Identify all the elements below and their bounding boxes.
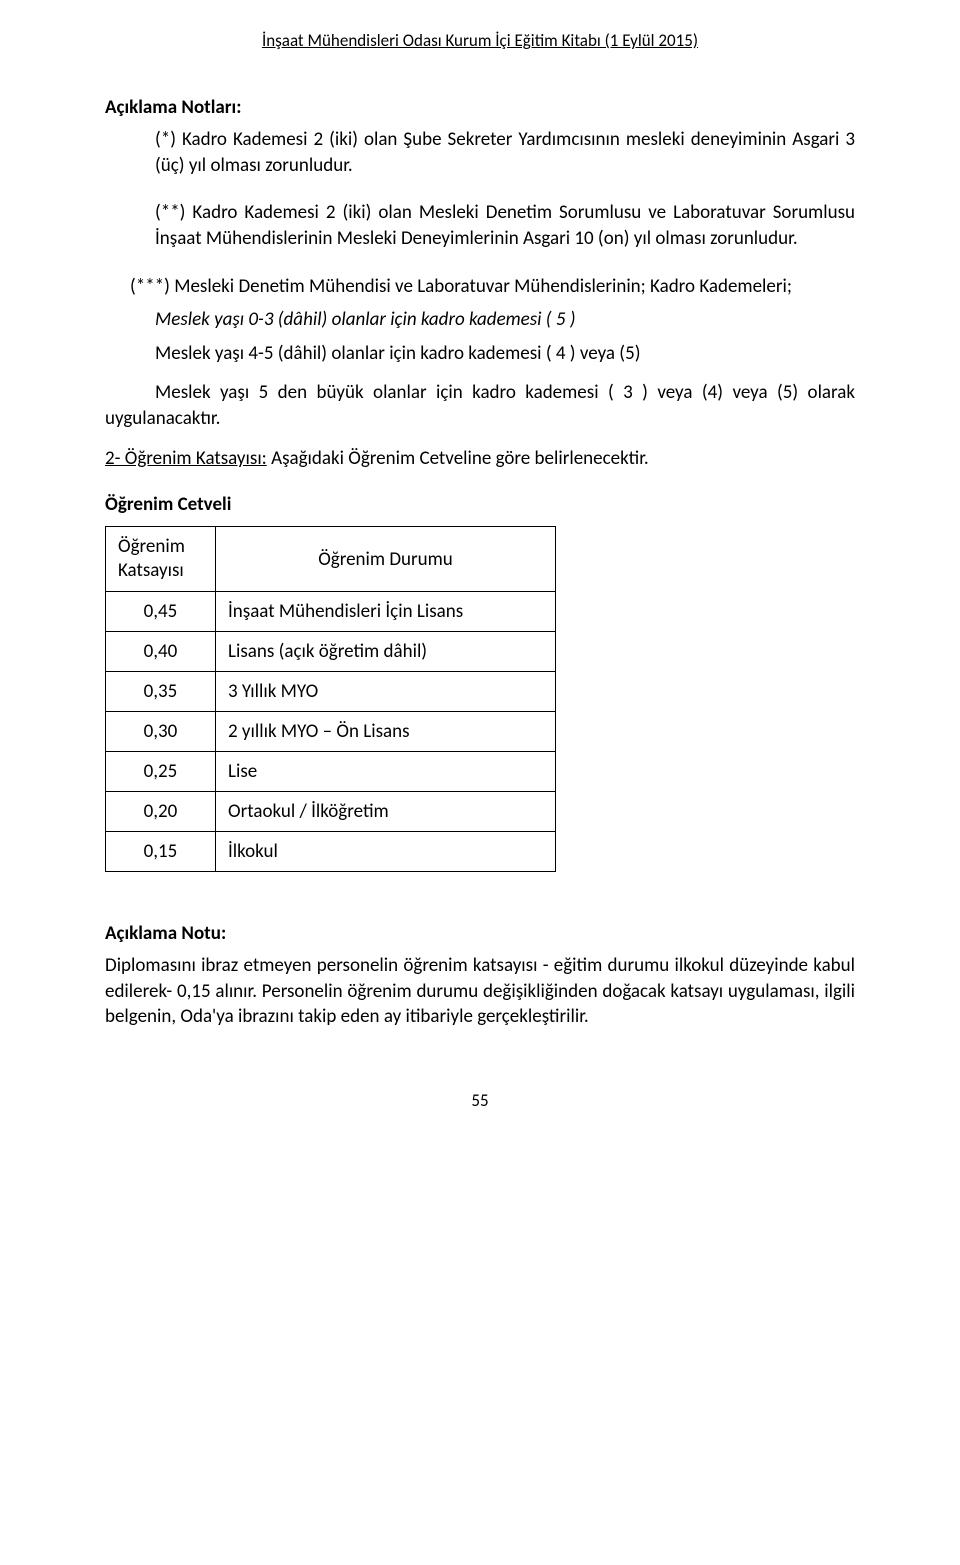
cell-k: 0,35 xyxy=(106,671,216,711)
cell-k: 0,40 xyxy=(106,631,216,671)
cell-k: 0,30 xyxy=(106,711,216,751)
cell-d: Ortaokul / İlköğretim xyxy=(216,791,556,831)
note-star-2: (**) Kadro Kademesi 2 (iki) olan Mesleki… xyxy=(105,200,855,251)
th-katsayi: ÖğrenimKatsayısı xyxy=(106,527,216,592)
document-page: İnşaat Mühendisleri Odası Kurum İçi Eğit… xyxy=(0,0,960,1151)
table-row: 0,15 İlkokul xyxy=(106,831,556,871)
section-title-note2: Açıklama Notu: xyxy=(105,922,855,945)
ogrenim-katsayisi-text: Aşağıdaki Öğrenim Cetveline göre belirle… xyxy=(267,447,649,470)
table-row: 0,40 Lisans (açık öğretim dâhil) xyxy=(106,631,556,671)
cell-k: 0,15 xyxy=(106,831,216,871)
note-star-3-line2: Meslek yaşı 4-5 (dâhil) olanlar için kad… xyxy=(105,341,855,367)
th-durum: Öğrenim Durumu xyxy=(216,527,556,592)
table-header-row: ÖğrenimKatsayısı Öğrenim Durumu xyxy=(106,527,556,592)
ogrenim-cetveli-table: ÖğrenimKatsayısı Öğrenim Durumu 0,45 İnş… xyxy=(105,526,556,872)
table-title: Öğrenim Cetveli xyxy=(105,493,855,516)
cell-d: 2 yıllık MYO – Ön Lisans xyxy=(216,711,556,751)
table-row: 0,45 İnşaat Mühendisleri İçin Lisans xyxy=(106,591,556,631)
note-star-1: (*) Kadro Kademesi 2 (iki) olan Şube Sek… xyxy=(105,127,855,178)
cell-k: 0,20 xyxy=(106,791,216,831)
note-star-3-intro: (***) Mesleki Denetim Mühendisi ve Labor… xyxy=(105,274,855,300)
cell-d: Lisans (açık öğretim dâhil) xyxy=(216,631,556,671)
cell-k: 0,25 xyxy=(106,751,216,791)
note-star-3-line3b: Meslek yaşı 5 den büyük olanlar için kad… xyxy=(105,380,855,431)
page-header: İnşaat Mühendisleri Odası Kurum İçi Eğit… xyxy=(105,30,855,51)
note-star-3-line1: Meslek yaşı 0-3 (dâhil) olanlar için kad… xyxy=(105,307,855,333)
cell-d: Lise xyxy=(216,751,556,791)
table-row: 0,30 2 yıllık MYO – Ön Lisans xyxy=(106,711,556,751)
ogrenim-katsayisi-line: 2- Öğrenim Katsayısı: Aşağıdaki Öğrenim … xyxy=(105,446,855,472)
page-number: 55 xyxy=(105,1090,855,1111)
note-body-text: Diplomasını ibraz etmeyen personelin öğr… xyxy=(105,953,855,1030)
cell-k: 0,45 xyxy=(106,591,216,631)
ogrenim-katsayisi-label: 2- Öğrenim Katsayısı: xyxy=(105,447,267,470)
table-row: 0,35 3 Yıllık MYO xyxy=(106,671,556,711)
cell-d: İnşaat Mühendisleri İçin Lisans xyxy=(216,591,556,631)
section-title-notes: Açıklama Notları: xyxy=(105,96,855,119)
table-row: 0,20 Ortaokul / İlköğretim xyxy=(106,791,556,831)
cell-d: 3 Yıllık MYO xyxy=(216,671,556,711)
cell-d: İlkokul xyxy=(216,831,556,871)
table-row: 0,25 Lise xyxy=(106,751,556,791)
